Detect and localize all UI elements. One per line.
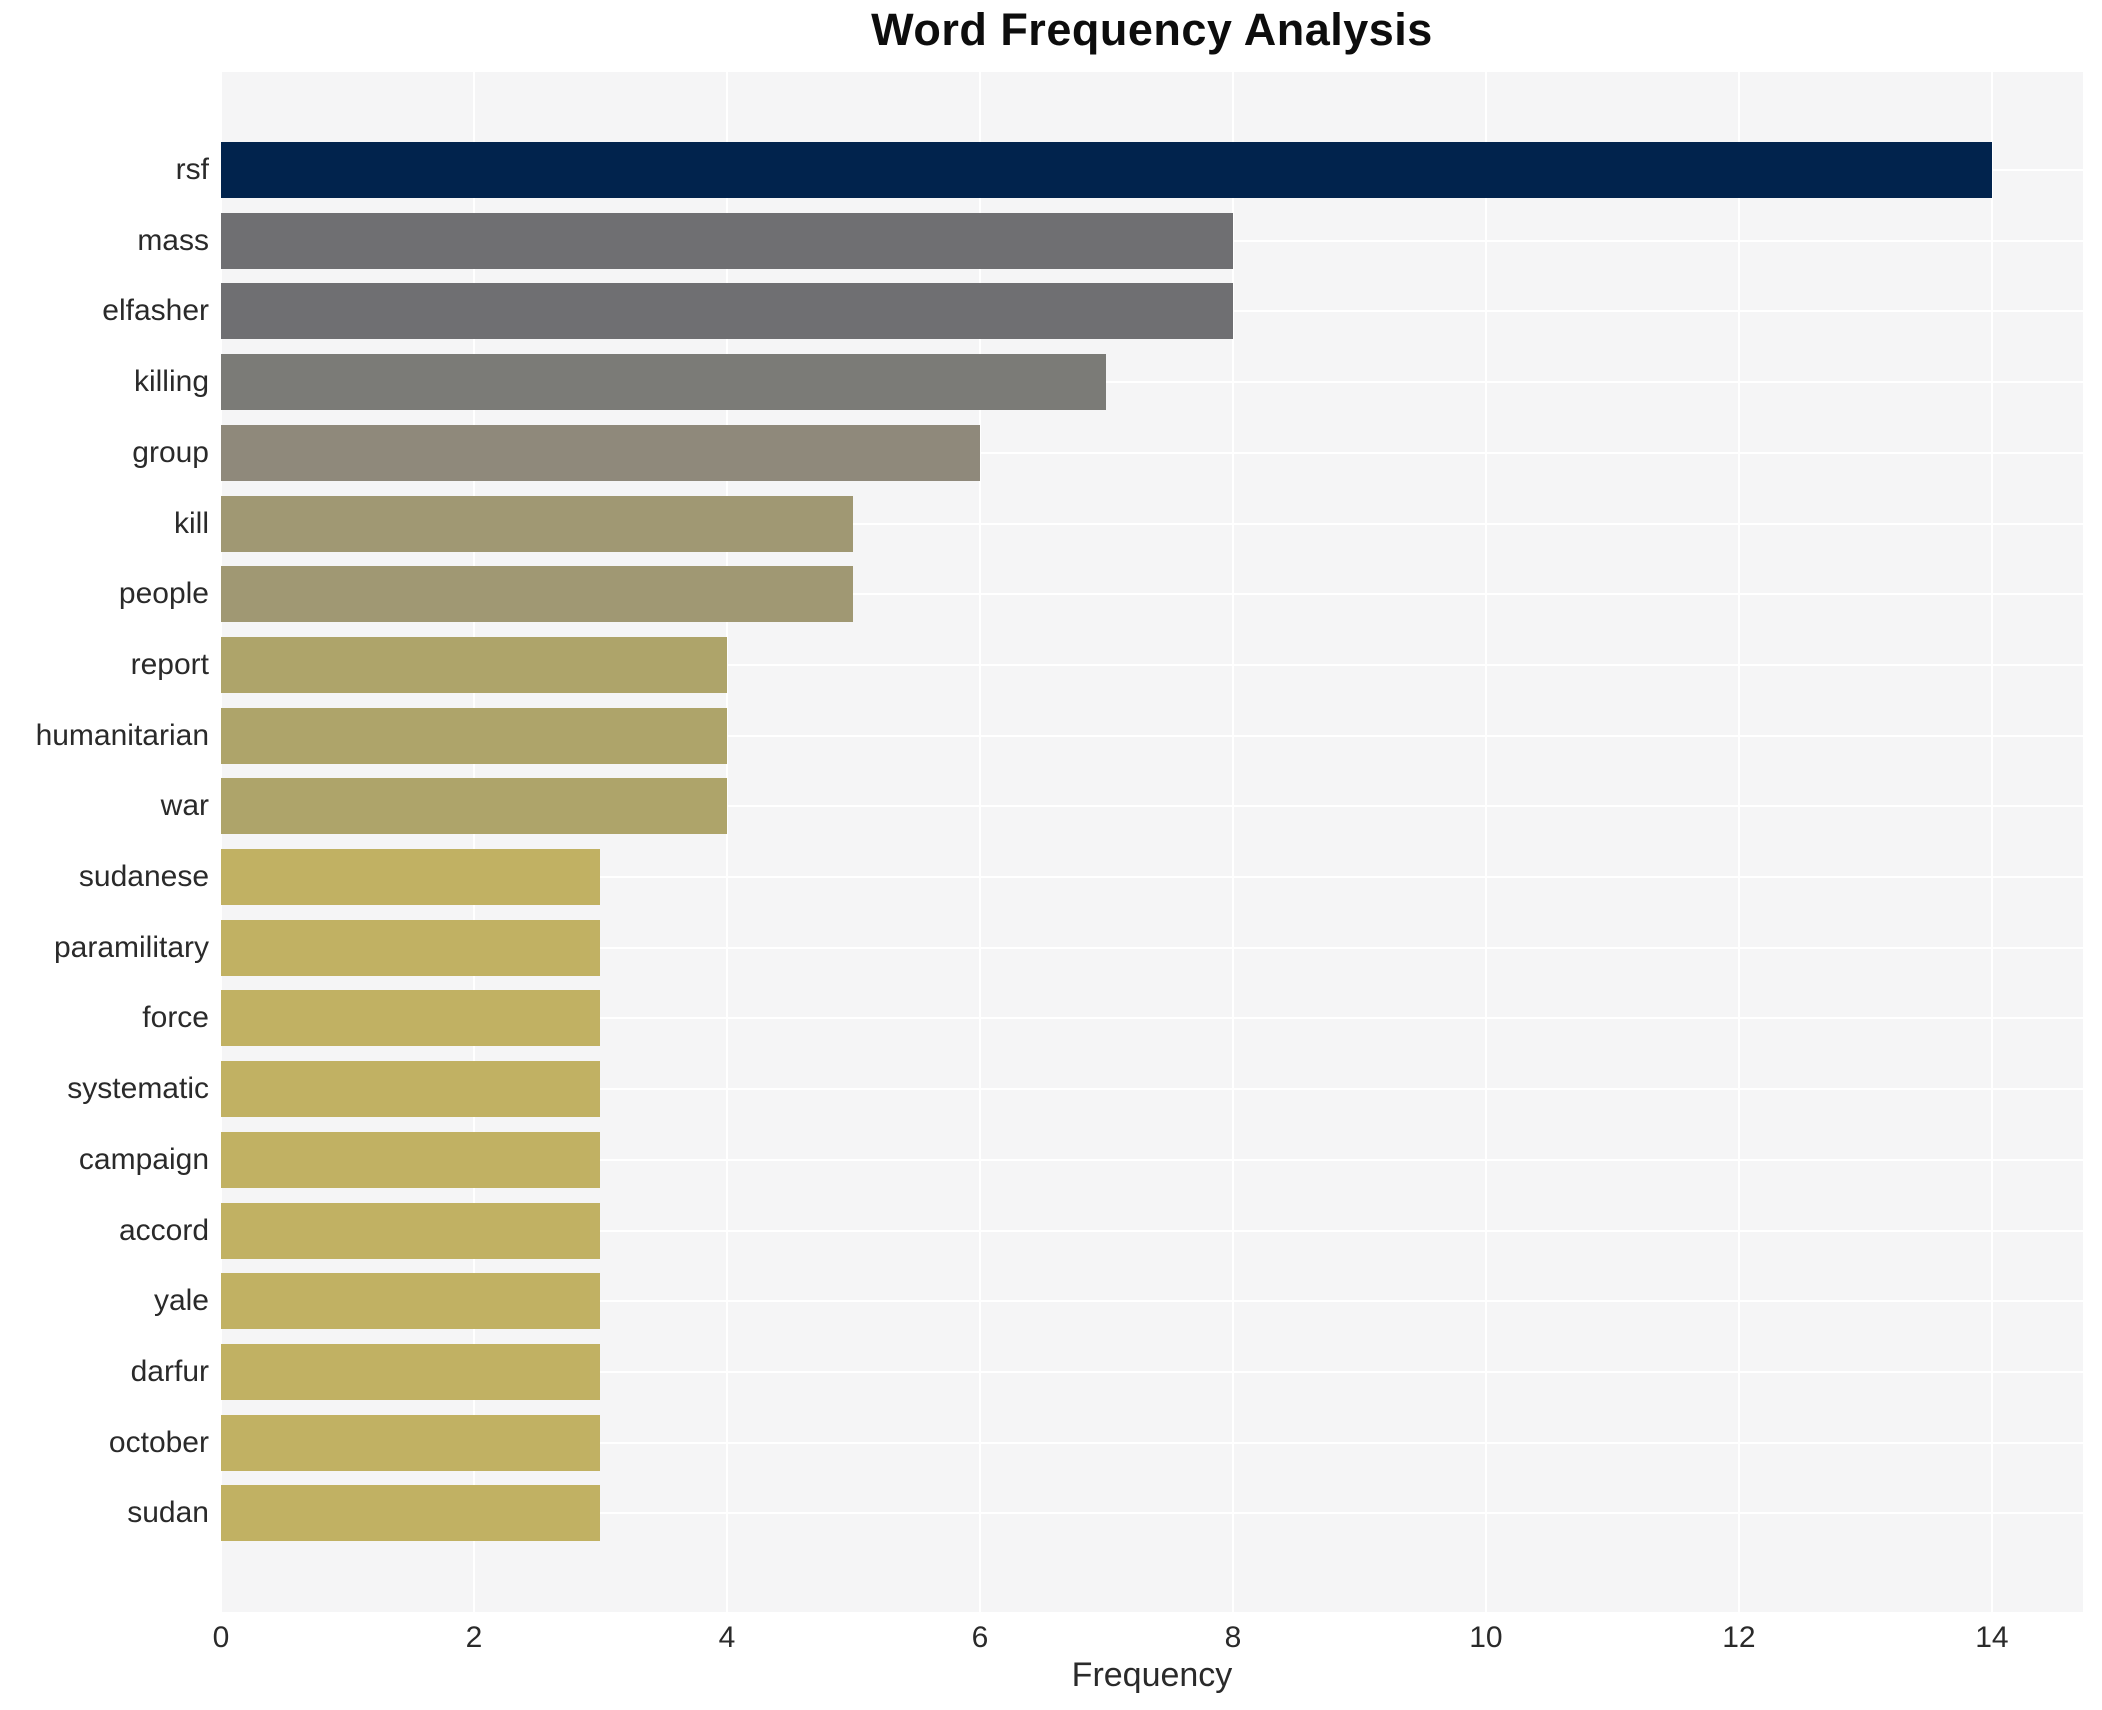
bar-campaign: [221, 1131, 601, 1188]
horizontal-gridline: [221, 593, 2083, 596]
horizontal-gridline: [221, 805, 2083, 808]
x-tick-label-12: 12: [1722, 1621, 1756, 1654]
bar-accord: [221, 1202, 601, 1259]
bar-sudanese: [221, 849, 601, 905]
horizontal-gridline: [221, 1441, 2083, 1444]
y-tick-label-report: report: [130, 647, 209, 681]
bar-humanitarian: [221, 707, 727, 764]
y-tick-label-rsf: rsf: [175, 153, 209, 186]
bar-elfasher: [221, 283, 1233, 340]
horizontal-gridline: [221, 1017, 2083, 1020]
vertical-gridline: [472, 72, 475, 1612]
y-tick-label-force: force: [142, 1001, 209, 1035]
horizontal-gridline: [221, 1300, 2083, 1303]
vertical-gridline: [220, 72, 222, 1612]
bar-report: [221, 636, 727, 693]
vertical-gridline: [725, 72, 728, 1612]
x-tick-label-8: 8: [1224, 1621, 1242, 1654]
y-tick-label-october: october: [108, 1425, 209, 1459]
x-tick-label-4: 4: [718, 1621, 736, 1654]
y-tick-label-humanitarian: humanitarian: [35, 718, 209, 752]
y-tick-label-elfasher: elfasher: [102, 294, 209, 328]
bar-yale: [221, 1273, 601, 1330]
horizontal-gridline: [221, 1088, 2083, 1091]
x-tick-label-2: 2: [465, 1621, 483, 1654]
y-tick-label-accord: accord: [118, 1213, 209, 1247]
horizontal-gridline: [221, 734, 2083, 737]
x-tick-label-14: 14: [1975, 1621, 2009, 1654]
horizontal-gridline: [221, 1370, 2083, 1373]
vertical-gridline: [1484, 72, 1487, 1612]
x-axis-title: Frequency: [1071, 1656, 1233, 1694]
bar-group: [221, 424, 980, 481]
x-tick-label-0: 0: [212, 1621, 230, 1654]
bar-people: [221, 566, 854, 623]
bar-killing: [221, 354, 1107, 411]
horizontal-gridline: [221, 663, 2083, 666]
chart-title: Word Frequency Analysis: [871, 4, 1433, 55]
y-tick-label-war: war: [160, 789, 209, 823]
bar-kill: [221, 495, 854, 552]
y-tick-label-people: people: [118, 577, 209, 611]
y-tick-label-systematic: systematic: [67, 1072, 209, 1106]
bar-systematic: [221, 1061, 601, 1118]
y-tick-label-darfur: darfur: [130, 1354, 209, 1388]
bar-sudan: [221, 1485, 601, 1542]
horizontal-gridline: [221, 1512, 2083, 1515]
bar-darfur: [221, 1343, 601, 1400]
y-tick-label-kill: kill: [174, 506, 209, 540]
bar-mass: [221, 212, 1233, 269]
y-tick-label-paramilitary: paramilitary: [53, 930, 209, 964]
horizontal-gridline: [221, 1158, 2083, 1161]
horizontal-gridline: [221, 1229, 2083, 1232]
y-tick-label-killing: killing: [133, 365, 209, 399]
horizontal-gridline: [221, 451, 2083, 454]
bar-force: [221, 990, 601, 1047]
bar-october: [221, 1414, 601, 1471]
y-tick-label-sudanese: sudanese: [78, 860, 209, 893]
y-tick-label-group: group: [132, 435, 209, 469]
horizontal-gridline: [221, 876, 2083, 878]
vertical-gridline: [978, 72, 981, 1612]
vertical-gridline: [1990, 72, 1993, 1612]
vertical-gridline: [1231, 72, 1234, 1612]
plot-area: [220, 72, 2083, 1612]
horizontal-gridline: [221, 946, 2083, 949]
vertical-gridline: [1737, 72, 1740, 1612]
y-tick-label-yale: yale: [153, 1284, 209, 1318]
y-tick-label-sudan: sudan: [127, 1496, 209, 1530]
bar-rsf: [221, 142, 1992, 198]
horizontal-gridline: [221, 522, 2083, 525]
x-tick-label-10: 10: [1469, 1621, 1503, 1654]
bar-war: [221, 778, 727, 835]
y-tick-label-campaign: campaign: [78, 1142, 209, 1176]
y-tick-label-mass: mass: [137, 223, 209, 257]
bar-paramilitary: [221, 919, 601, 976]
horizontal-gridline: [221, 381, 2083, 384]
x-tick-label-6: 6: [971, 1621, 989, 1654]
